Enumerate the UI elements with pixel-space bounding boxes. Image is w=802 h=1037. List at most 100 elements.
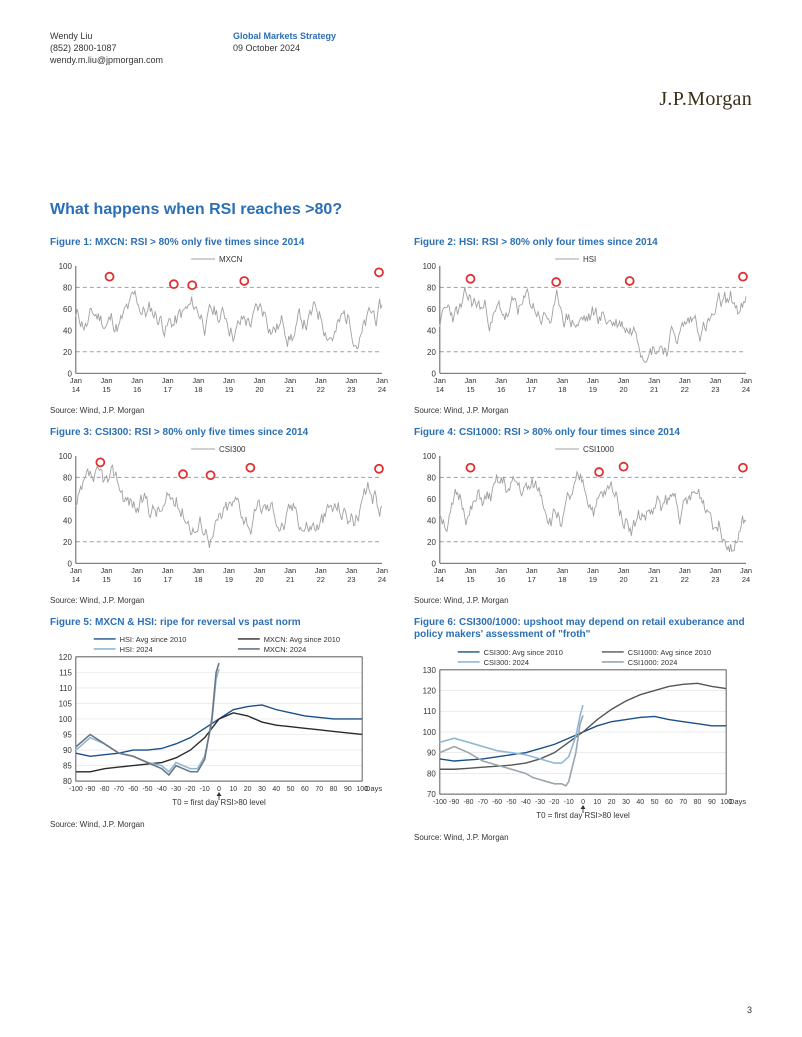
svg-text:0: 0 [581,799,585,806]
svg-text:Jan: Jan [464,566,476,575]
page-number: 3 [747,1005,752,1015]
svg-text:Jan: Jan [284,376,296,385]
svg-text:-10: -10 [564,799,574,806]
svg-text:Jan: Jan [526,376,538,385]
figure-6: Figure 6: CSI300/1000: upshoot may depen… [414,617,752,842]
svg-text:-90: -90 [85,786,95,793]
svg-text:90: 90 [427,748,436,757]
rsi-chart: 020406080100MXCNJan14Jan15Jan16Jan17Jan1… [50,252,388,401]
svg-text:CSI1000: Avg since 2010: CSI1000: Avg since 2010 [628,648,711,657]
svg-text:100: 100 [423,728,437,737]
figure-source: Source: Wind, J.P. Morgan [50,820,388,829]
svg-text:20: 20 [244,786,252,793]
figure-source: Source: Wind, J.P. Morgan [50,596,388,605]
svg-text:40: 40 [272,786,280,793]
figure-3: Figure 3: CSI300: RSI > 80% only five ti… [50,427,388,605]
svg-text:40: 40 [427,326,436,335]
svg-text:16: 16 [133,575,141,584]
svg-text:19: 19 [225,575,233,584]
svg-text:19: 19 [589,575,597,584]
svg-text:CSI300: Avg since 2010: CSI300: Avg since 2010 [484,648,563,657]
svg-text:-20: -20 [549,799,559,806]
svg-text:Jan: Jan [376,376,388,385]
svg-text:Jan: Jan [709,566,721,575]
svg-text:-50: -50 [142,786,152,793]
svg-text:21: 21 [650,385,658,394]
svg-text:Jan: Jan [464,376,476,385]
svg-text:23: 23 [347,575,355,584]
event-study-chart: HSI: Avg since 2010MXCN: Avg since 2010H… [50,631,388,815]
svg-text:30: 30 [622,799,630,806]
svg-text:Jan: Jan [618,376,630,385]
svg-text:17: 17 [164,385,172,394]
svg-text:60: 60 [63,494,72,503]
svg-text:Jan: Jan [70,566,82,575]
svg-text:MXCN: Avg since 2010: MXCN: Avg since 2010 [264,635,340,644]
svg-text:Jan: Jan [100,566,112,575]
svg-text:70: 70 [315,786,323,793]
figure-source: Source: Wind, J.P. Morgan [414,596,752,605]
svg-text:-90: -90 [449,799,459,806]
event-study-chart: CSI300: Avg since 2010 CSI1000: Avg since… [414,644,752,828]
svg-text:14: 14 [72,575,80,584]
svg-text:20: 20 [255,575,263,584]
section-title: What happens when RSI reaches >80? [50,201,752,219]
svg-text:23: 23 [711,575,719,584]
svg-text:80: 80 [63,283,72,292]
figure-title: Figure 6: CSI300/1000: upshoot may depen… [414,617,752,642]
svg-text:20: 20 [63,348,72,357]
svg-text:15: 15 [466,575,474,584]
svg-text:Jan: Jan [587,566,599,575]
svg-text:115: 115 [59,669,72,678]
author-name: Wendy Liu [50,30,163,42]
svg-text:10: 10 [593,799,601,806]
svg-text:Jan: Jan [315,376,327,385]
svg-text:80: 80 [694,799,702,806]
jpmorgan-logo: J.P.Morgan [50,88,752,111]
svg-text:110: 110 [59,684,72,693]
figure-1: Figure 1: MXCN: RSI > 80% only five time… [50,237,388,415]
svg-text:Jan: Jan [648,566,660,575]
svg-text:22: 22 [317,385,325,394]
svg-text:Jan: Jan [556,566,568,575]
svg-text:100: 100 [59,262,73,271]
author-phone: (852) 2800-1087 [50,42,163,54]
svg-text:95: 95 [63,731,72,740]
svg-text:Jan: Jan [100,376,112,385]
svg-text:Jan: Jan [254,566,266,575]
svg-text:80: 80 [427,769,436,778]
svg-text:15: 15 [466,385,474,394]
figure-title: Figure 1: MXCN: RSI > 80% only five time… [50,237,388,250]
svg-text:23: 23 [347,385,355,394]
svg-text:Jan: Jan [131,376,143,385]
svg-text:70: 70 [679,799,687,806]
svg-text:40: 40 [63,516,72,525]
svg-text:Days: Days [365,784,382,793]
svg-text:60: 60 [63,305,72,314]
svg-text:Jan: Jan [376,566,388,575]
svg-text:20: 20 [619,385,627,394]
figure-5: Figure 5: MXCN & HSI: ripe for reversal … [50,617,388,842]
svg-text:18: 18 [558,385,566,394]
svg-text:17: 17 [164,575,172,584]
svg-text:40: 40 [427,516,436,525]
svg-text:Jan: Jan [70,376,82,385]
svg-text:Jan: Jan [131,566,143,575]
doc-date: 09 October 2024 [233,42,336,54]
svg-text:100: 100 [423,262,437,271]
svg-text:-30: -30 [535,799,545,806]
svg-text:Jan: Jan [192,566,204,575]
svg-text:Jan: Jan [345,566,357,575]
svg-text:22: 22 [681,385,689,394]
svg-text:15: 15 [102,385,110,394]
svg-text:15: 15 [102,575,110,584]
svg-text:50: 50 [287,786,295,793]
svg-text:30: 30 [258,786,266,793]
svg-text:Jan: Jan [192,376,204,385]
svg-text:Jan: Jan [345,376,357,385]
svg-text:120: 120 [423,686,437,695]
svg-text:Jan: Jan [526,566,538,575]
svg-text:MXCN: MXCN [219,255,243,264]
svg-text:20: 20 [608,799,616,806]
svg-text:60: 60 [427,494,436,503]
